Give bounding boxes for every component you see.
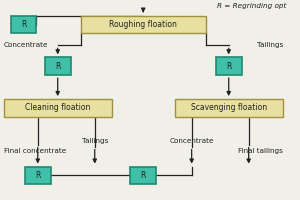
Bar: [175, 99, 283, 117]
Bar: [4, 99, 112, 117]
Text: R: R: [226, 62, 231, 71]
Text: Roughing floation: Roughing floation: [109, 20, 177, 29]
Text: R: R: [35, 171, 40, 180]
Bar: [25, 167, 51, 184]
Text: Concentrate: Concentrate: [169, 138, 214, 144]
Text: Scavenging floation: Scavenging floation: [191, 103, 267, 112]
Bar: [80, 16, 206, 33]
Text: Tailings: Tailings: [82, 138, 108, 144]
Text: Final tailings: Final tailings: [238, 148, 283, 154]
Text: Cleaning floation: Cleaning floation: [25, 103, 90, 112]
Text: Final concentrate: Final concentrate: [4, 148, 66, 154]
Bar: [216, 57, 242, 75]
Text: R = Regrinding opt: R = Regrinding opt: [217, 3, 287, 9]
Bar: [11, 16, 36, 33]
Text: R: R: [21, 20, 26, 29]
Text: R: R: [140, 171, 146, 180]
Text: R: R: [55, 62, 60, 71]
Bar: [45, 57, 70, 75]
Text: Concentrate: Concentrate: [4, 42, 48, 48]
Bar: [130, 167, 156, 184]
Text: Tailings: Tailings: [256, 42, 283, 48]
